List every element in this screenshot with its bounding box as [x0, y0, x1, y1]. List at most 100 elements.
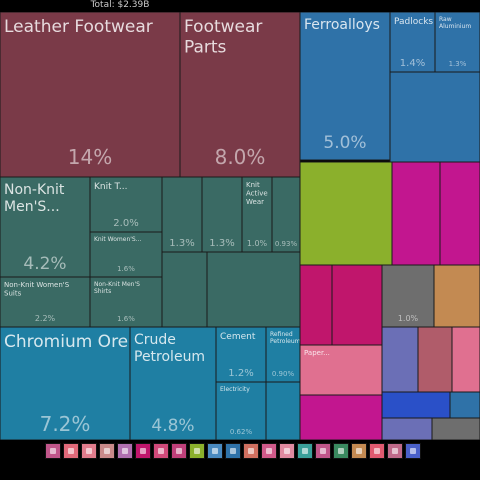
plastic-icon[interactable] — [261, 443, 277, 459]
tile-non-knit-mens-suits[interactable]: Non-Knit Men'S... 4.2% — [0, 176, 91, 278]
icon-glyph — [158, 448, 164, 454]
tile-non-knit-womens-suits[interactable]: Non-Knit Women'S Suits 2.2% — [0, 276, 91, 328]
tile-percent: 7.2% — [40, 412, 91, 436]
tile-rect — [391, 161, 441, 266]
tile-percent: 0.62% — [230, 428, 253, 436]
tile-cement[interactable]: Cement 1.2% — [215, 326, 267, 383]
tile-textile-e[interactable] — [206, 251, 301, 328]
tile-label: Leather Footwear — [4, 17, 153, 37]
tile-chromium-ore[interactable]: Chromium Ore 7.2% — [0, 326, 131, 440]
tile-label: Raw Aluminium — [439, 16, 471, 30]
vegetable-icon[interactable] — [189, 443, 205, 459]
tile-chem-1[interactable] — [391, 161, 441, 266]
food-icon[interactable] — [369, 443, 385, 459]
tile-rect — [265, 381, 301, 440]
tile-knit-womens[interactable]: Knit Women'S... 1.6% — [89, 231, 163, 278]
tile-plastic-1[interactable] — [299, 264, 333, 346]
tile-label: Chromium Ore — [4, 332, 128, 352]
icon-glyph — [86, 448, 92, 454]
icon-glyph — [176, 448, 182, 454]
tile-percent: 1.3% — [209, 238, 234, 249]
tile-percent: 1.3% — [169, 238, 194, 249]
tile-label: Knit Active Wear — [246, 181, 268, 206]
tile-paper-1[interactable]: Paper... — [299, 344, 383, 396]
tile-percent: 1.4% — [400, 58, 425, 69]
tile-rect — [161, 176, 203, 253]
tile-machine-2[interactable] — [381, 417, 433, 440]
tile-chem-2[interactable] — [439, 161, 480, 266]
tile-percent: 1.6% — [117, 265, 135, 273]
icon-glyph — [248, 448, 254, 454]
tile-raw-aluminium[interactable]: Raw Aluminium 1.3% — [434, 12, 480, 73]
tile-paper-2[interactable] — [299, 394, 383, 440]
tile-stone-1[interactable]: 1.0% — [381, 264, 435, 328]
tile-knit-active-wear[interactable]: Knit Active Wear 1.0% — [241, 176, 273, 253]
transport-icon[interactable] — [207, 443, 223, 459]
tile-rect — [381, 264, 435, 328]
tile-veg-1[interactable] — [299, 161, 393, 266]
tile-percent: 4.8% — [151, 416, 194, 436]
tile-label: Footwear Parts — [184, 17, 262, 57]
tile-machine-1[interactable] — [381, 326, 419, 393]
tile-wood-1[interactable] — [433, 264, 480, 328]
icon-glyph — [374, 448, 380, 454]
tool-icon[interactable] — [225, 443, 241, 459]
tile-metal-small-1[interactable] — [389, 71, 480, 163]
tile-leather-footwear[interactable]: Leather Footwear 14% — [0, 12, 181, 178]
tile-label: Cement — [220, 332, 256, 342]
tile-other-2[interactable] — [451, 326, 480, 393]
animal-icon[interactable] — [153, 443, 169, 459]
tile-rect — [451, 326, 480, 393]
hides-icon[interactable] — [81, 443, 97, 459]
shirt-icon[interactable] — [333, 443, 349, 459]
tile-stone-2[interactable] — [431, 417, 480, 440]
tile-label: Knit T... — [94, 182, 128, 192]
tile-rect — [389, 71, 480, 163]
tile-percent: 2.0% — [113, 218, 138, 229]
chemical-icon[interactable] — [315, 443, 331, 459]
misc-icon[interactable] — [387, 443, 403, 459]
wood-icon[interactable] — [351, 443, 367, 459]
tile-electricity[interactable]: Electricity 0.62% — [215, 381, 267, 440]
tile-transport-1[interactable] — [381, 391, 451, 419]
cog-icon[interactable] — [243, 443, 259, 459]
tile-other-1[interactable] — [417, 326, 453, 393]
tile-ferroalloys[interactable]: Ferroalloys 5.0% — [299, 12, 391, 161]
textile-icon[interactable] — [63, 443, 79, 459]
leather-icon[interactable] — [45, 443, 61, 459]
paper-icon[interactable] — [279, 443, 295, 459]
tile-knit-t-shirts[interactable]: Knit T... 2.0% — [89, 176, 163, 233]
tile-mineral-small[interactable] — [265, 381, 301, 440]
tile-textile-b[interactable]: 1.3% — [201, 176, 243, 253]
tile-rect — [179, 12, 301, 178]
tile-textile-a[interactable]: 1.3% — [161, 176, 203, 253]
icon-glyph — [68, 448, 74, 454]
machine-icon[interactable] — [117, 443, 133, 459]
footwear-icon[interactable] — [135, 443, 151, 459]
tile-label: Padlocks — [394, 17, 433, 27]
tile-percent: 1.6% — [117, 315, 135, 323]
no-symbol-icon[interactable] — [171, 443, 187, 459]
tile-crude-petroleum[interactable]: Crude Petroleum 4.8% — [129, 326, 217, 440]
tile-rect — [129, 326, 217, 440]
electronics-icon[interactable] — [405, 443, 421, 459]
icon-glyph — [50, 448, 56, 454]
tile-non-knit-mens-shirts[interactable]: Non-Knit Men'S Shirts 1.6% — [89, 276, 163, 328]
gem-icon[interactable] — [297, 443, 313, 459]
tile-refined-petroleum[interactable]: Refined Petroleum 0.90% — [265, 326, 301, 383]
icon-glyph — [230, 448, 236, 454]
icon-glyph — [266, 448, 272, 454]
tile-label: Electricity — [220, 386, 250, 393]
tile-textile-d[interactable] — [161, 251, 208, 328]
tile-percent: 2.2% — [35, 314, 56, 323]
tile-rect — [381, 391, 451, 419]
tile-padlocks[interactable]: Padlocks 1.4% — [389, 12, 436, 73]
tile-rect — [89, 231, 163, 278]
tile-footwear-parts[interactable]: Footwear Parts 8.0% — [179, 12, 301, 178]
tile-percent: 0.90% — [272, 370, 295, 378]
tile-label: Ferroalloys — [304, 17, 380, 33]
tile-plastic-2[interactable] — [331, 264, 383, 346]
tile-transport-2[interactable] — [449, 391, 480, 419]
tile-textile-c[interactable]: 0.93% — [271, 176, 301, 253]
stone-icon[interactable] — [99, 443, 115, 459]
